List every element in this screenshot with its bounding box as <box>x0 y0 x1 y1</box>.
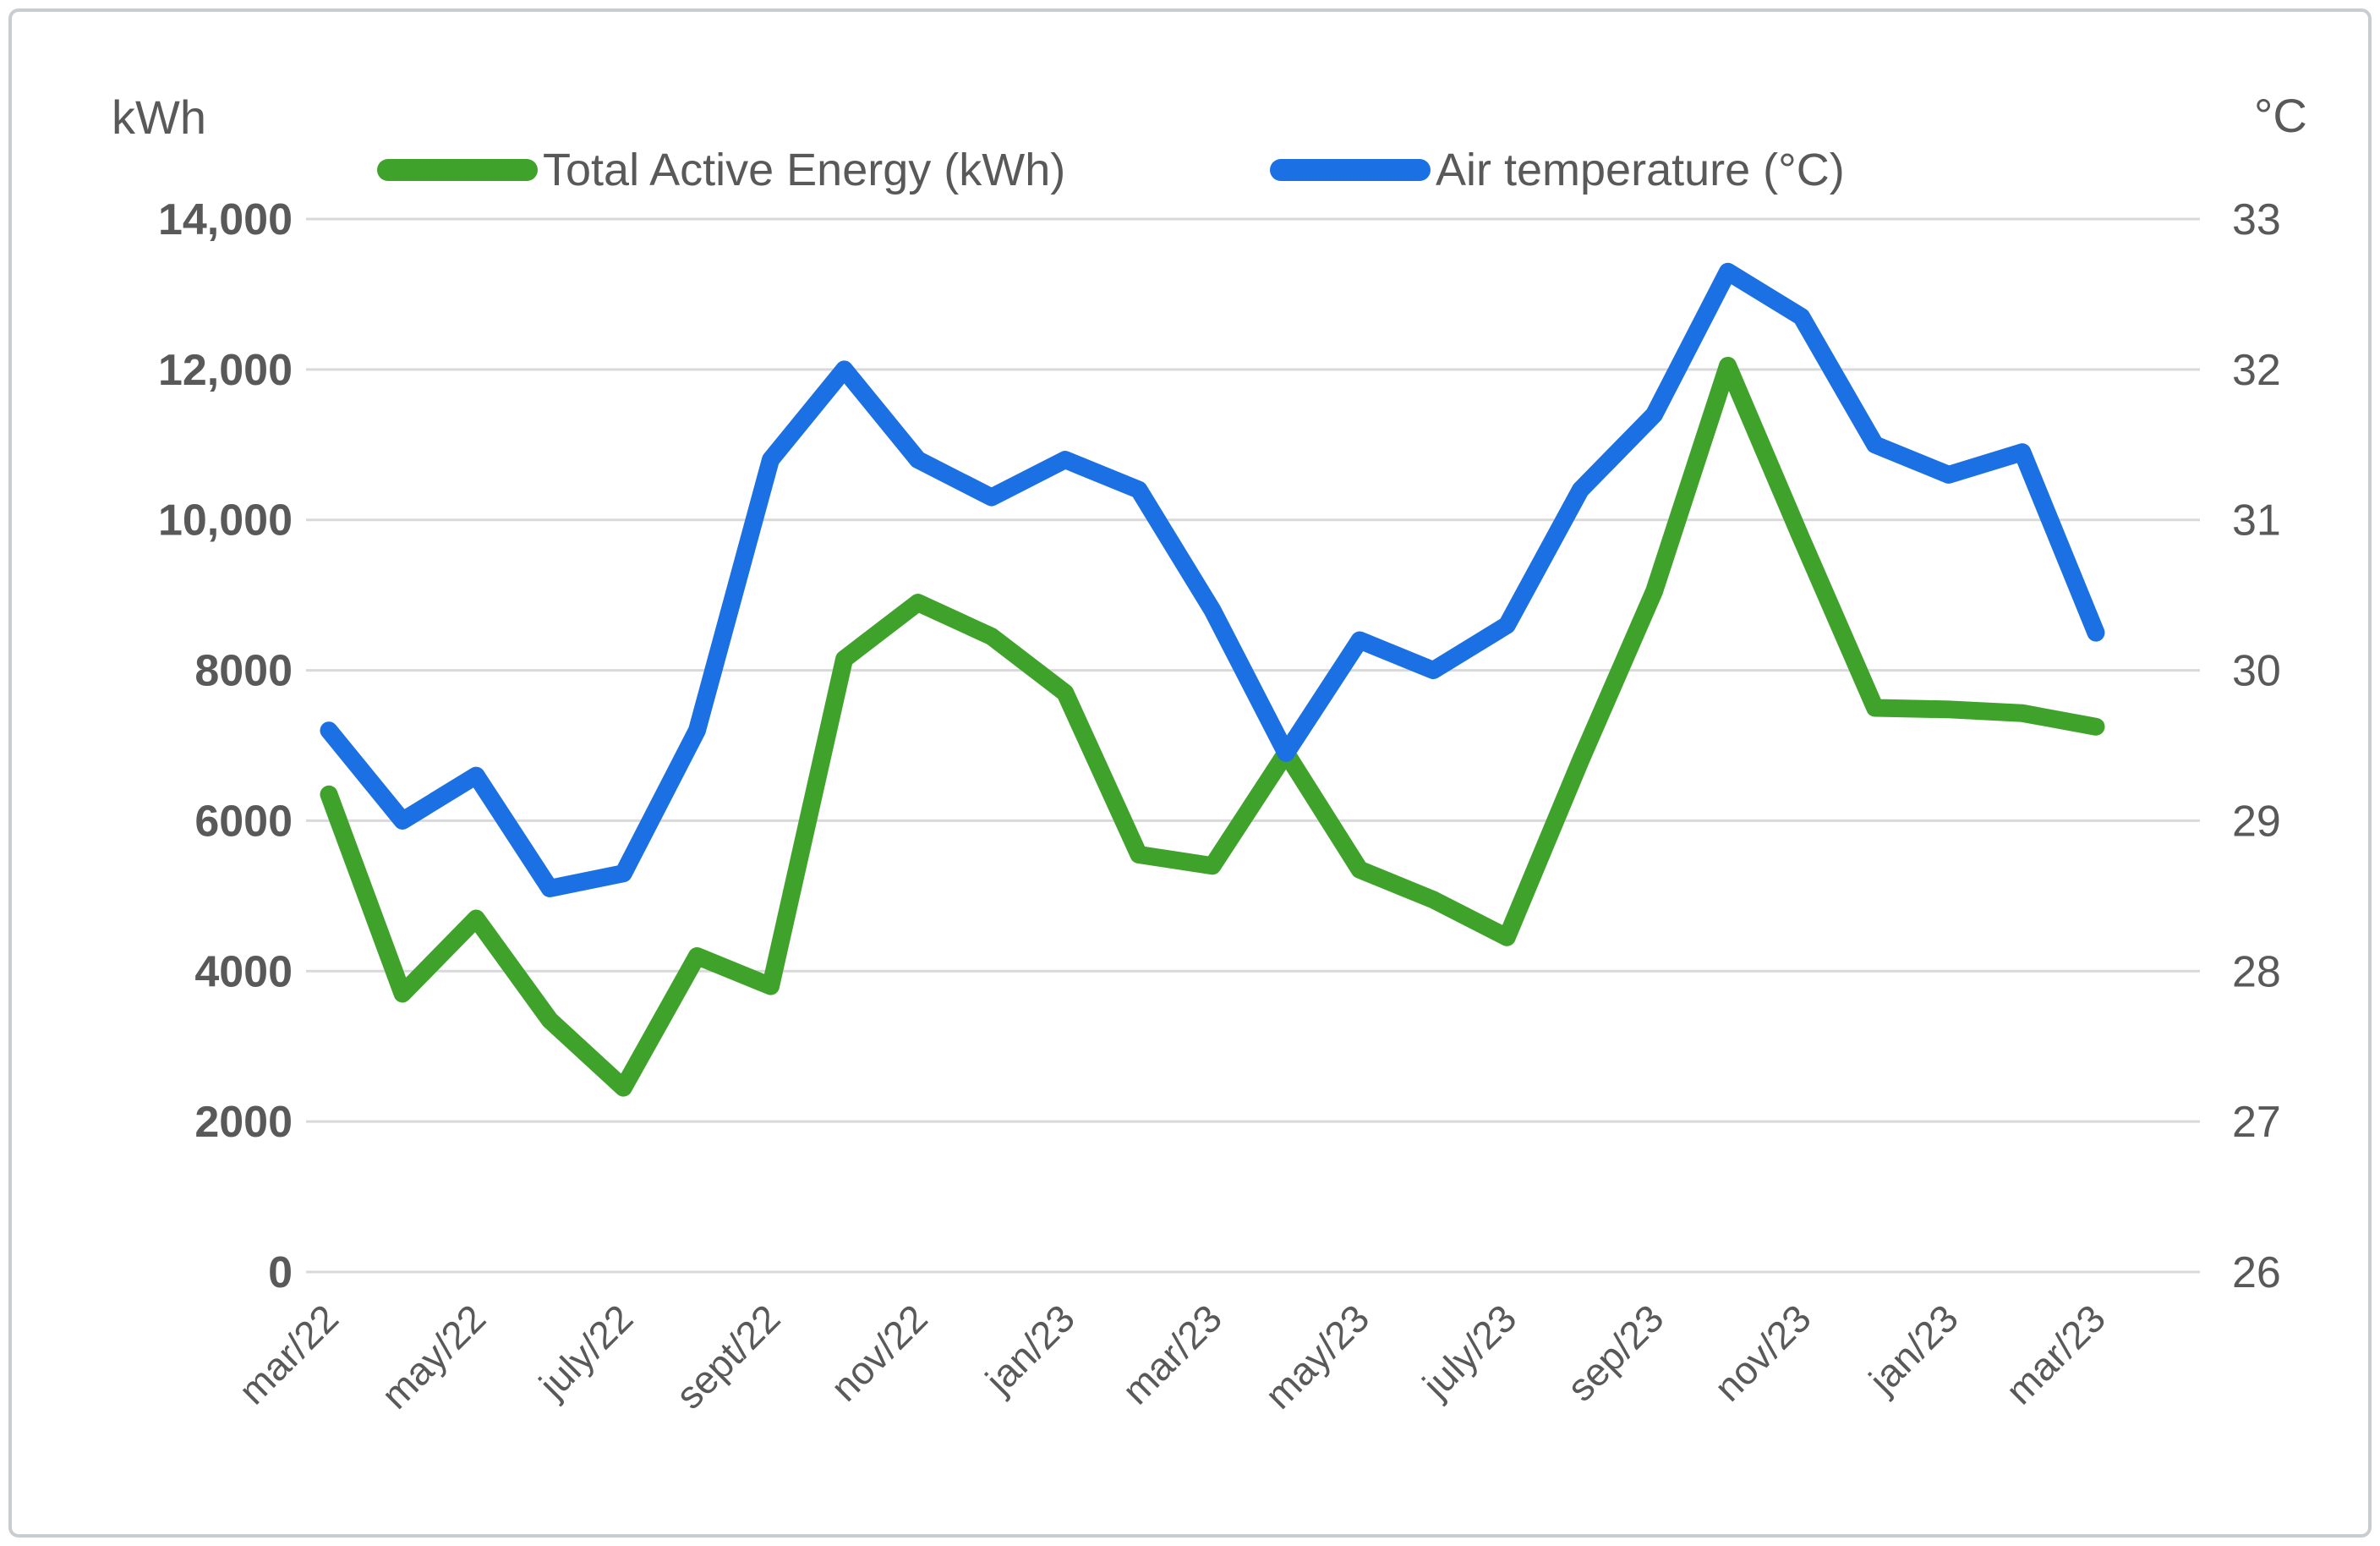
x-axis-tick-label: nov/22 <box>822 1296 935 1409</box>
left-axis-tick-label: 14,000 <box>158 195 293 244</box>
energy-series-line <box>320 356 2105 1097</box>
left-axis-tick-label: 8000 <box>194 647 293 696</box>
left-axis-tick-label: 6000 <box>194 797 293 846</box>
right-axis-tick-label: 30 <box>2232 647 2281 696</box>
right-axis-unit-title: °C <box>2254 89 2307 142</box>
left-axis-unit-title: kWh <box>112 90 206 144</box>
left-axis-tick-label: 2000 <box>194 1098 293 1147</box>
right-axis-tick-label: 31 <box>2232 496 2281 545</box>
legend-label-temperature: Air temperature (°C) <box>1436 145 1845 195</box>
right-axis-tick-label: 29 <box>2232 797 2281 846</box>
temperature-line-swatch-icon <box>1270 159 1431 181</box>
right-axis-tick-label: 27 <box>2232 1098 2281 1147</box>
left-axis-tick-label: 12,000 <box>158 346 293 395</box>
chart-container: kWh °C Total Active Energy (kWh) Air tem… <box>8 8 2372 1538</box>
x-axis-tick-label: jan/23 <box>976 1296 1083 1403</box>
right-axis-tick-label: 33 <box>2232 195 2281 244</box>
x-axis-tick-label: sep/23 <box>1558 1296 1671 1409</box>
x-axis-tick-label: nov/23 <box>1705 1296 1819 1409</box>
right-axis-tick-label: 28 <box>2232 947 2281 996</box>
x-axis-tick-label: mar/23 <box>1113 1296 1230 1412</box>
left-axis-tick-label: 4000 <box>194 947 293 996</box>
energy-temperature-line-chart: 14,000 33 12,000 32 10,000 31 8000 30 6000 29 4000… <box>158 195 2281 1417</box>
x-axis-tick-label: may/23 <box>1256 1296 1377 1417</box>
temperature-series-line <box>320 262 2105 897</box>
legend-item-temperature: Air temperature (°C) <box>1270 144 1845 196</box>
x-axis-tick-label: july/23 <box>1413 1296 1524 1407</box>
left-axis-tick-label: 10,000 <box>158 496 293 545</box>
legend-label-energy: Total Active Energy (kWh) <box>543 145 1066 195</box>
right-axis-tick-label: 32 <box>2232 346 2281 395</box>
x-axis-tick-label: may/22 <box>373 1296 494 1417</box>
x-axis-tick-label: sept/22 <box>667 1296 788 1417</box>
x-axis-tick-label: july/22 <box>529 1296 641 1407</box>
legend-item-energy: Total Active Energy (kWh) <box>377 144 1065 196</box>
x-axis-tick-label: mar/23 <box>1997 1296 2114 1412</box>
right-axis-tick-label: 26 <box>2232 1248 2281 1297</box>
energy-line-swatch-icon <box>377 159 538 181</box>
x-axis-tick-label: jan/23 <box>1859 1296 1967 1403</box>
x-axis-tick-label: mar/22 <box>230 1296 347 1412</box>
left-axis-tick-label: 0 <box>268 1248 293 1297</box>
